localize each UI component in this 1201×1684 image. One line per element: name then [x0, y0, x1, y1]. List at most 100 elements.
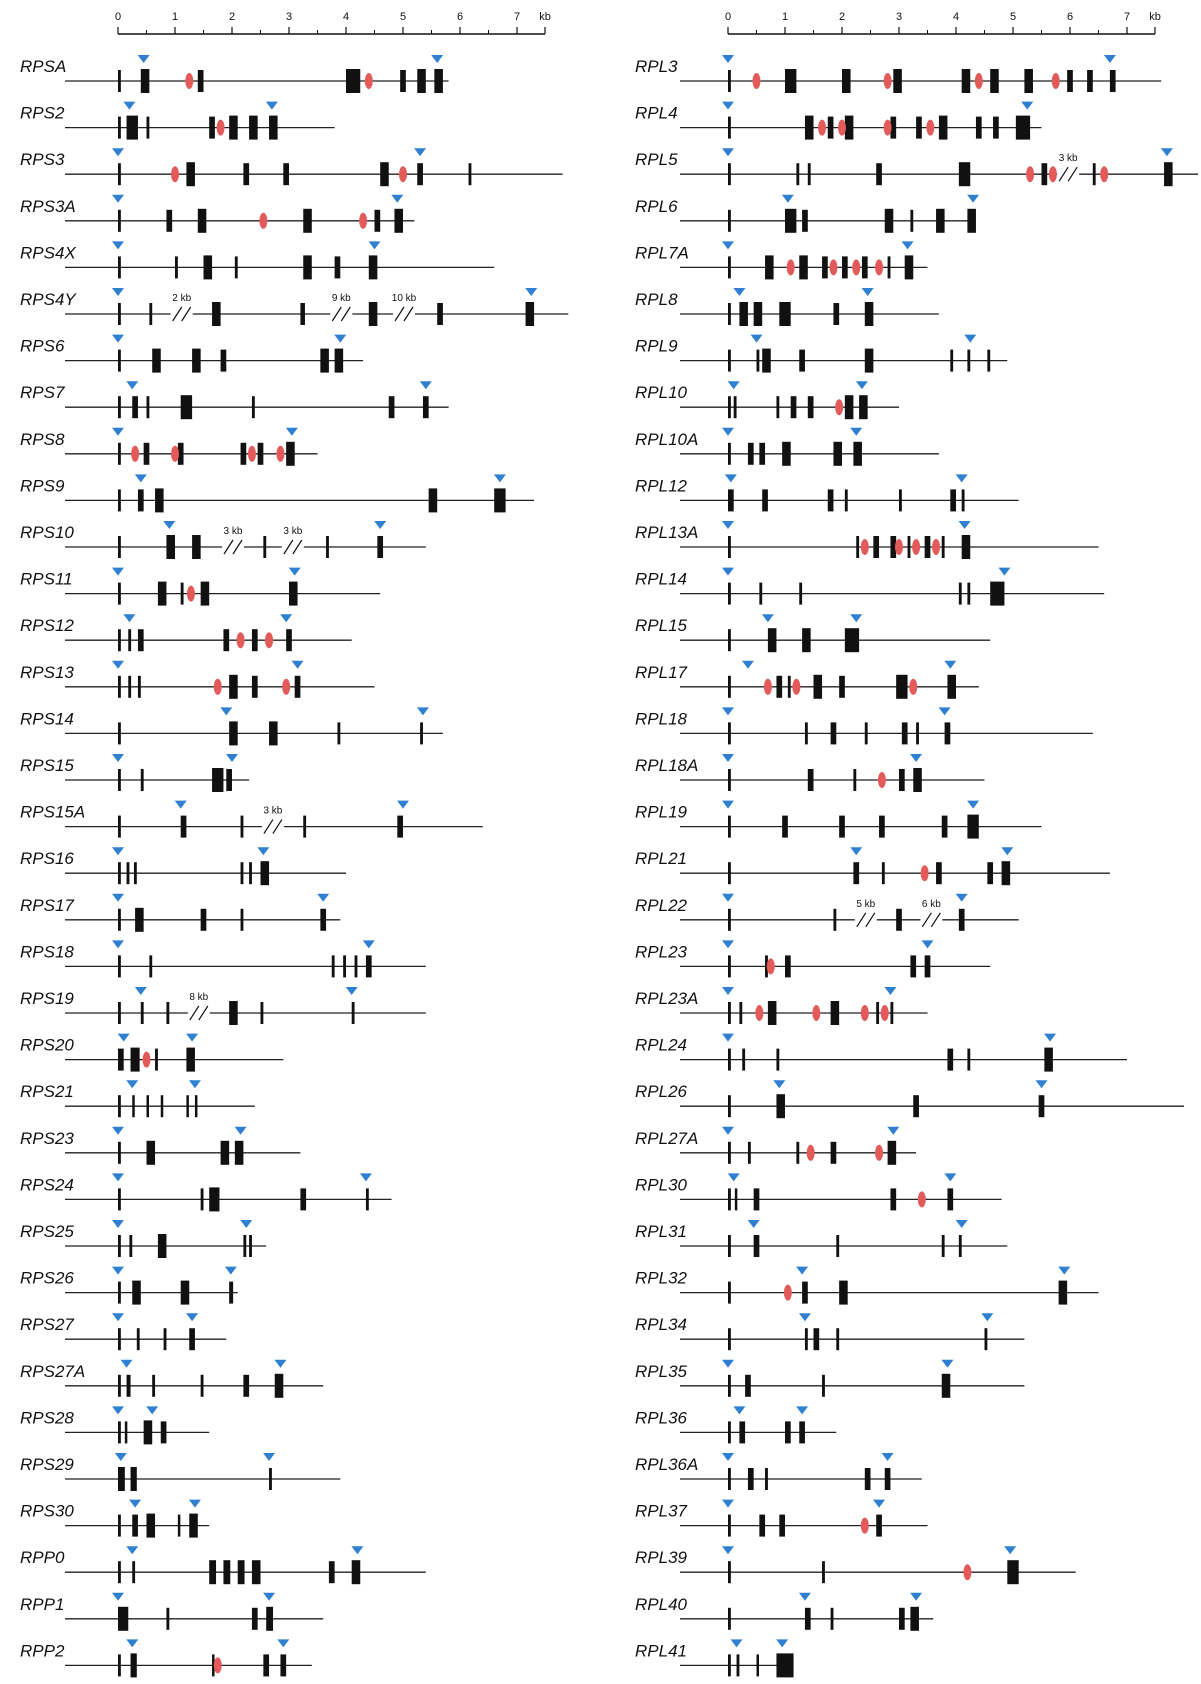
scale-tick-label: 4: [343, 11, 349, 23]
transcript-marker: [291, 660, 304, 669]
gene-name-label: RPS15: [20, 756, 74, 775]
gene-name-label: RPL39: [635, 1548, 688, 1567]
transcript-marker: [374, 521, 387, 529]
exon-box: [118, 1002, 121, 1024]
transcript-marker: [188, 1080, 201, 1089]
exon-box: [234, 1140, 244, 1165]
exon-box: [910, 1606, 919, 1631]
exon-box: [118, 1514, 121, 1537]
exon-box: [728, 163, 731, 186]
exon-box: [251, 629, 258, 652]
gene-name-label: RPL40: [635, 1595, 688, 1614]
exon-box: [1109, 70, 1116, 92]
snorna-marker: [920, 865, 929, 882]
exon-box: [924, 536, 931, 558]
gene-row-rps30: RPS30: [20, 1499, 210, 1538]
exon-box: [118, 908, 121, 931]
transcript-marker: [414, 148, 427, 157]
gene-name-label: RPP0: [20, 1548, 65, 1567]
transcript-marker: [265, 101, 278, 110]
exon-box: [910, 955, 917, 978]
transcript-marker: [120, 1359, 133, 1368]
exon-box: [186, 162, 195, 187]
gene-name-label: RPL32: [635, 1269, 688, 1288]
exon-box: [961, 489, 965, 512]
transcript-marker: [910, 1592, 923, 1601]
snorna-marker: [265, 632, 274, 649]
exon-box: [140, 69, 150, 93]
exon-box: [947, 1188, 954, 1211]
exon-box: [118, 1467, 125, 1491]
transcript-marker: [1044, 1033, 1057, 1042]
snorna-marker: [171, 166, 179, 183]
snorna-marker: [276, 445, 285, 462]
exon-box: [739, 1002, 743, 1024]
exon-box: [133, 862, 137, 885]
exon-box: [1092, 163, 1096, 186]
gene-name-label: RPS29: [20, 1455, 74, 1474]
exon-box: [192, 535, 201, 559]
break-mask: [330, 311, 353, 317]
exon-box: [166, 1607, 170, 1630]
intron-break: 5 kb: [854, 899, 877, 928]
gene-row-rps4x: RPS4X: [20, 241, 495, 280]
transcript-marker: [884, 987, 897, 995]
gene-name-label: RPS9: [20, 476, 65, 495]
gene-name-label: RPS27A: [20, 1362, 85, 1381]
exon-box: [346, 69, 361, 93]
exon-box: [782, 815, 788, 838]
scale-tick-label: 1: [782, 11, 788, 23]
transcript-marker: [722, 800, 734, 809]
exon-box: [129, 1235, 133, 1257]
gene-name-label: RPL24: [635, 1036, 687, 1055]
scale-tick-label: 3: [896, 11, 902, 23]
snorna-marker: [1026, 166, 1035, 183]
snorna-marker: [880, 1005, 889, 1021]
transcript-marker: [277, 1639, 290, 1648]
transcript-marker: [944, 660, 957, 669]
snorna-marker: [917, 1191, 926, 1208]
transcript-marker: [944, 1173, 957, 1182]
exon-box: [200, 1188, 204, 1211]
exon-box: [728, 1561, 731, 1584]
exon-box: [864, 1468, 871, 1490]
transcript-marker: [226, 754, 238, 762]
snorna-marker: [763, 678, 772, 695]
exon-box: [807, 396, 814, 419]
exon-box: [226, 769, 232, 791]
exon-box: [967, 814, 979, 839]
transcript-marker: [1103, 55, 1116, 63]
transcript-marker: [134, 987, 147, 995]
exon-box: [958, 162, 971, 187]
break-mask: [261, 823, 284, 830]
transcript-marker: [123, 614, 136, 623]
exon-box: [856, 536, 860, 558]
exon-box: [132, 1514, 138, 1537]
transcript-marker: [188, 1499, 201, 1508]
exon-box: [132, 1095, 135, 1118]
exon-box: [776, 675, 783, 698]
exon-box: [177, 442, 184, 465]
transcript-marker: [112, 1126, 124, 1135]
gene-name-label: RPS3A: [20, 197, 76, 216]
scale-tick-label: 0: [115, 11, 121, 23]
exon-box: [799, 1421, 805, 1444]
intron-break: 3 kb: [1057, 153, 1080, 182]
exon-box: [901, 722, 908, 745]
transcript-marker: [761, 614, 774, 623]
exon-box: [941, 1235, 945, 1257]
exon-box: [1164, 162, 1173, 187]
exon-box: [209, 1560, 217, 1585]
exon-box: [186, 1095, 189, 1118]
exon-box: [229, 115, 238, 140]
exon-box: [936, 208, 945, 233]
gene-row-rpl37: RPL37: [635, 1499, 928, 1537]
transcript-marker: [938, 707, 951, 716]
snorna-marker: [838, 119, 846, 136]
transcript-marker: [114, 1453, 127, 1461]
transcript-marker: [722, 1359, 734, 1368]
snorna-marker: [171, 445, 179, 462]
transcript-marker: [112, 1266, 124, 1275]
gene-name-label: RPL18: [635, 709, 688, 728]
exon-box: [525, 302, 535, 326]
